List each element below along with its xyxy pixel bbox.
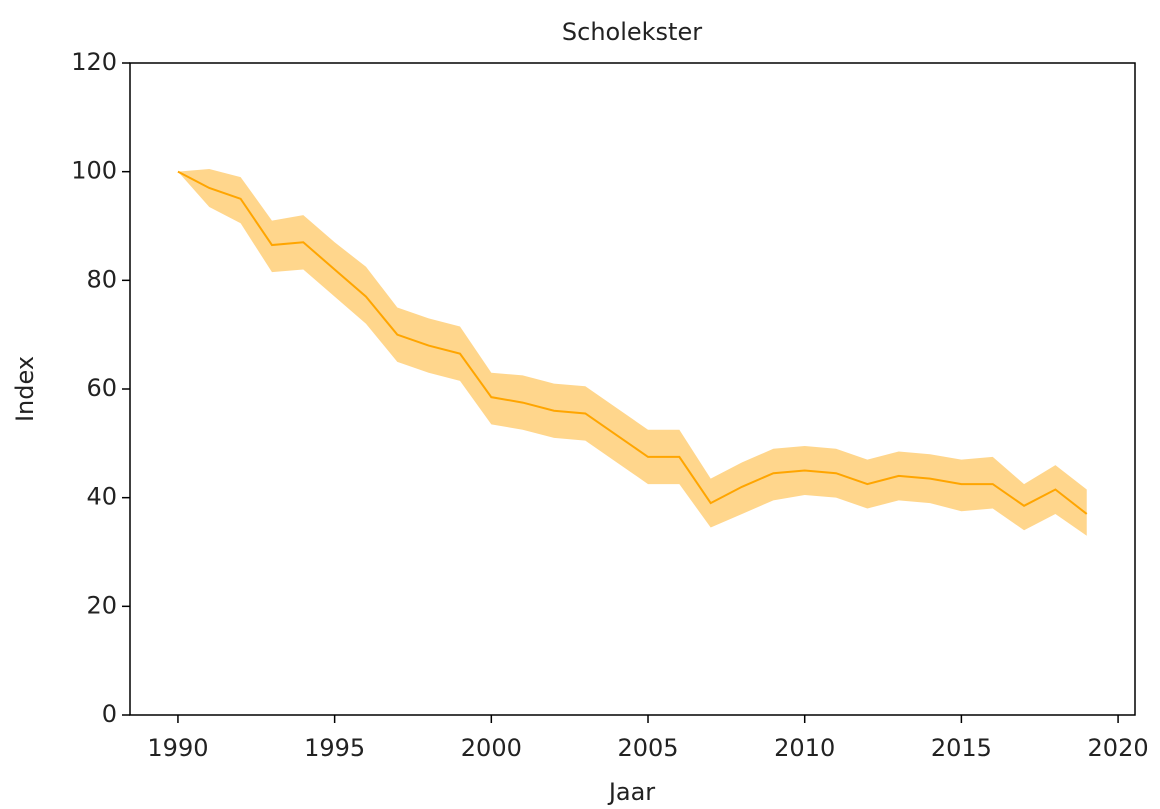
y-tick-label: 60 [86,374,117,402]
plot-frame [129,62,1136,716]
x-tick-label: 2005 [617,734,678,762]
y-tick-label: 0 [102,700,117,728]
line [177,170,1088,515]
y-tick-label: 120 [71,48,117,76]
x-tick-label: 2010 [774,734,835,762]
x-axis-label: Jaar [607,778,655,806]
x-tick-label: 1995 [304,734,365,762]
confidence-band [177,168,1087,536]
y-axis-label: Index [11,356,39,422]
x-tick-label: 2020 [1088,734,1149,762]
chart-title: Scholekster [562,18,702,46]
y-tick-label: 100 [71,157,117,185]
y-tick-label: 80 [86,265,117,293]
y-tick-label: 20 [86,591,117,619]
x-tick-label: 1990 [147,734,208,762]
y-tick-label: 40 [86,483,117,511]
x-tick-label: 2015 [931,734,992,762]
x-tick-label: 2000 [461,734,522,762]
